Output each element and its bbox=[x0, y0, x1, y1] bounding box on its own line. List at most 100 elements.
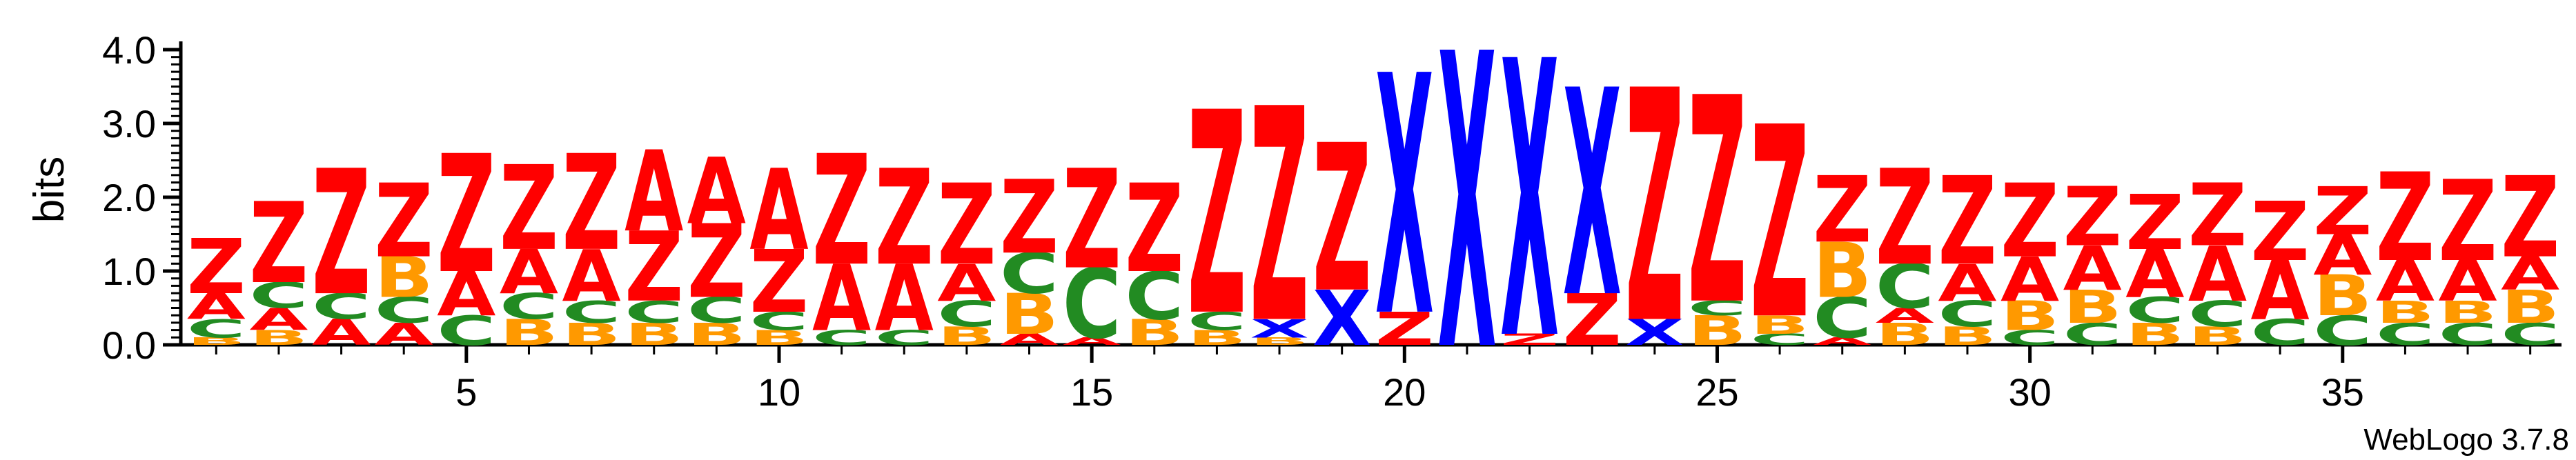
logo-letter-b: B bbox=[1751, 310, 1809, 340]
logo-letter-b: B bbox=[2376, 294, 2435, 330]
x-tick-label: 30 bbox=[2008, 370, 2051, 414]
stack-position-16: BCZ bbox=[1125, 159, 1183, 354]
logo-letter-b: B bbox=[187, 335, 246, 347]
logo-letter-z: Z bbox=[2251, 185, 2310, 279]
logo-letter-b: B bbox=[1125, 312, 1183, 353]
logo-letter-z: Z bbox=[937, 161, 996, 291]
x-tick-label: 20 bbox=[1383, 370, 1426, 414]
logo-letter-x: X bbox=[1500, 0, 1559, 423]
logo-letter-a: A bbox=[1063, 335, 1122, 347]
logo-letter-a: A bbox=[562, 235, 621, 318]
logo-letter-c: C bbox=[1938, 294, 1996, 335]
logo-letter-a: A bbox=[875, 246, 934, 352]
logo-letter-c: C bbox=[437, 308, 495, 354]
logo-letter-b: B bbox=[1813, 227, 1871, 315]
logo-letter-a: A bbox=[749, 146, 808, 275]
logo-letter-z: Z bbox=[1250, 46, 1308, 388]
logo-letter-c: C bbox=[749, 307, 808, 337]
logo-letter-c: C bbox=[2376, 317, 2435, 352]
stack-position-26: CBZ bbox=[1751, 71, 1809, 378]
x-tick-label: 10 bbox=[758, 370, 800, 414]
logo-letter-b: B bbox=[500, 312, 558, 353]
logo-letter-c: C bbox=[1000, 241, 1059, 306]
logo-letter-c: C bbox=[937, 294, 996, 335]
logo-letter-b: B bbox=[2313, 264, 2372, 329]
logo-letter-z: Z bbox=[1563, 280, 1622, 362]
logo-letter-b: B bbox=[2000, 293, 2059, 340]
logo-letter-c: C bbox=[312, 287, 371, 328]
logo-letter-z: Z bbox=[1312, 101, 1371, 338]
logo-letter-a: A bbox=[187, 286, 246, 328]
logo-letter-z: Z bbox=[625, 212, 683, 323]
logo-letter-a: A bbox=[1876, 304, 1934, 328]
logo-letter-c: C bbox=[2313, 308, 2372, 354]
logo-letter-a: A bbox=[937, 254, 996, 313]
logo-letter-c: C bbox=[249, 276, 308, 317]
logo-letter-z: Z bbox=[1000, 160, 1059, 277]
logo-letter-b: B bbox=[1188, 326, 1246, 350]
logo-letter-a: A bbox=[500, 237, 558, 308]
logo-letter-b: B bbox=[625, 317, 683, 352]
logo-letter-x: X bbox=[1375, 7, 1434, 390]
logo-letter-c: C bbox=[187, 314, 246, 344]
logo-letter-c: C bbox=[625, 294, 683, 330]
logo-letter-b: B bbox=[375, 246, 433, 310]
logo-letter-a: A bbox=[687, 139, 746, 245]
logo-letter-a: A bbox=[2438, 249, 2497, 314]
logo-letter-z: Z bbox=[500, 141, 558, 277]
logo-letter-c: C bbox=[2063, 317, 2122, 352]
stack-position-20: ZX bbox=[1375, 7, 1434, 390]
y-axis-title: bits bbox=[26, 157, 73, 223]
logo-letter-x: X bbox=[1625, 312, 1684, 354]
logo-letter-b: B bbox=[1938, 321, 1996, 351]
logo-letter-a: A bbox=[2188, 230, 2247, 319]
logo-letter-a: A bbox=[437, 259, 495, 330]
logo-letter-a: A bbox=[2501, 248, 2559, 300]
logo-letter-a: A bbox=[375, 317, 433, 352]
logo-letter-c: C bbox=[812, 326, 871, 350]
stack-position-18: BXZ bbox=[1250, 46, 1308, 388]
logo-letter-z: Z bbox=[1125, 159, 1183, 301]
logo-letter-z: Z bbox=[2313, 174, 2372, 250]
logo-letter-z: Z bbox=[437, 121, 495, 309]
logo-letter-c: C bbox=[2000, 326, 2059, 350]
logo-letter-a: A bbox=[249, 302, 308, 337]
stack-position-34: CAZ bbox=[2251, 185, 2310, 354]
logo-letter-c: C bbox=[1876, 252, 1934, 323]
logo-letter-b: B bbox=[1876, 317, 1934, 352]
logo-letter-c: C bbox=[500, 287, 558, 328]
logo-letter-c: C bbox=[1188, 307, 1246, 337]
logo-letter-x: X bbox=[1563, 30, 1622, 360]
logo-letter-z: Z bbox=[1751, 71, 1809, 378]
logo-letter-a: A bbox=[1000, 330, 1059, 348]
logo-letter-z: Z bbox=[2063, 170, 2122, 265]
logo-letter-c: C bbox=[1813, 286, 1871, 350]
logo-letter-b: B bbox=[687, 317, 746, 352]
stack-position-24: XZ bbox=[1625, 23, 1684, 395]
logo-letter-a: A bbox=[812, 246, 871, 352]
logo-stacks: BCAZBACZACZACBZCAZBCAZBCAZBCZABCZABCZACA… bbox=[187, 0, 2560, 441]
logo-letter-b: B bbox=[2063, 281, 2122, 334]
logo-letter-z: Z bbox=[2438, 157, 2497, 287]
stack-position-23: ZX bbox=[1563, 30, 1622, 362]
stack-position-17: BCZ bbox=[1188, 54, 1246, 378]
logo-letter-b: B bbox=[249, 326, 308, 350]
y-tick-label: 0.0 bbox=[102, 323, 156, 367]
logo-letter-z: Z bbox=[1500, 331, 1559, 349]
logo-letter-x: X bbox=[1437, 0, 1496, 441]
